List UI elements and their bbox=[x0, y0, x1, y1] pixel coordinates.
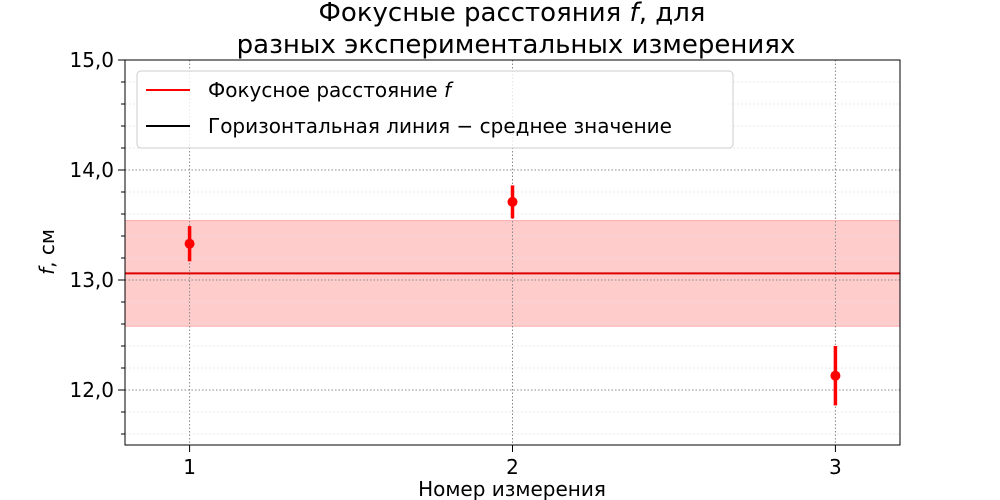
legend-label-mean: Горизонтальная линия − среднее значение bbox=[208, 114, 672, 138]
legend-label-focal: Фокусное расстояние f bbox=[208, 78, 454, 102]
data-point bbox=[507, 196, 518, 207]
legend-box bbox=[136, 70, 734, 149]
y-axis-label: f, см bbox=[35, 229, 59, 275]
data-point bbox=[830, 370, 841, 381]
x-axis-label: Номер измерения bbox=[418, 477, 606, 500]
y-tick-label: 15,0 bbox=[69, 48, 114, 72]
y-tick-label: 13,0 bbox=[69, 268, 114, 292]
chart-title-line1: Фокусные расстояния f, для bbox=[319, 0, 706, 28]
axis-ticks bbox=[118, 59, 836, 452]
x-tick-label: 1 bbox=[183, 455, 196, 479]
points-layer bbox=[184, 185, 841, 406]
y-tick-label: 14,0 bbox=[69, 158, 114, 182]
chart-title: Фокусные расстояния f, для разных экспер… bbox=[237, 0, 796, 60]
legend: Фокусное расстояние f Горизонтальная лин… bbox=[136, 70, 734, 149]
data-point bbox=[184, 238, 195, 249]
x-tick-label: 3 bbox=[829, 455, 842, 479]
axis-tick-labels: 12,0 13,0 14,0 15,0 1 2 3 bbox=[69, 48, 841, 479]
y-tick-label: 12,0 bbox=[69, 378, 114, 402]
chart-title-line2: разных экспериментальных измерениях bbox=[237, 30, 796, 60]
x-tick-label: 2 bbox=[506, 455, 519, 479]
